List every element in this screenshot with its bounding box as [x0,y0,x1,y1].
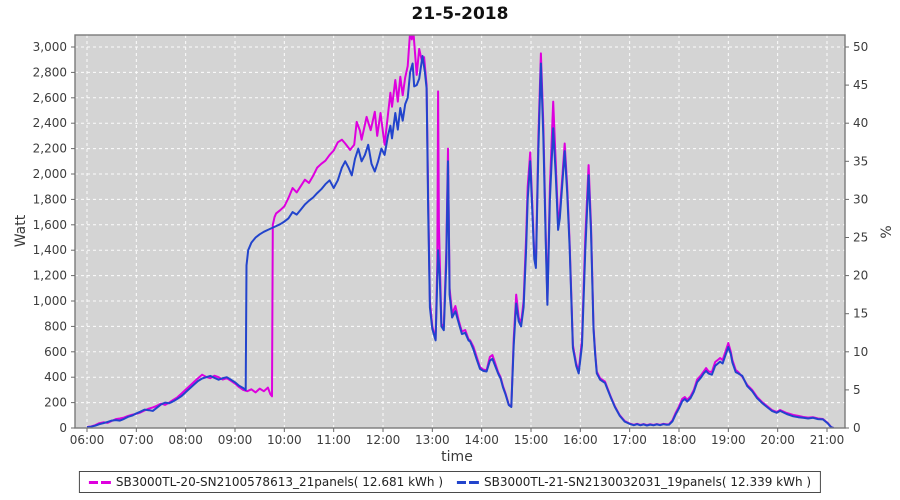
axis-ticks [71,46,849,432]
svg-text:1,200: 1,200 [33,269,67,283]
chart-title: 21-5-2018 [411,4,509,24]
svg-text:09:00: 09:00 [218,433,253,447]
svg-text:20:00: 20:00 [760,433,795,447]
series-line-1 [86,55,834,428]
svg-text:2,200: 2,200 [33,142,67,156]
svg-text:18:00: 18:00 [662,433,697,447]
plot-background [75,35,845,428]
svg-text:2,800: 2,800 [33,65,67,79]
svg-text:16:00: 16:00 [563,433,598,447]
svg-text:15:00: 15:00 [514,433,549,447]
svg-text:3,000: 3,000 [33,40,67,54]
legend-label-inverter-21: SB3000TL-21-SN2130032031_19panels( 12.33… [484,475,812,489]
series-swatch-blue [457,480,479,484]
svg-text:50: 50 [853,40,868,54]
svg-text:08:00: 08:00 [168,433,203,447]
svg-text:06:00: 06:00 [70,433,105,447]
svg-text:1,000: 1,000 [33,294,67,308]
gridlines [75,35,845,428]
svg-text:800: 800 [44,319,67,333]
series-swatch-magenta [88,480,111,484]
legend-label-inverter-20: SB3000TL-20-SN2100578613_21panels( 12.68… [115,475,443,489]
svg-text:1,600: 1,600 [33,218,67,232]
svg-text:40: 40 [853,116,868,130]
svg-text:15: 15 [853,307,868,321]
legend-item-inverter-20: SB3000TL-20-SN2100578613_21panels( 12.68… [88,475,443,489]
svg-text:600: 600 [44,345,67,359]
svg-text:1,800: 1,800 [33,192,67,206]
svg-text:12:00: 12:00 [366,433,401,447]
svg-text:1,400: 1,400 [33,243,67,257]
svg-text:0: 0 [853,421,861,435]
svg-text:2,400: 2,400 [33,116,67,130]
svg-text:400: 400 [44,370,67,384]
svg-text:20: 20 [853,269,868,283]
x-axis-label-time: time [441,449,473,465]
svg-text:45: 45 [853,78,868,92]
svg-text:10: 10 [853,345,868,359]
svg-text:2,600: 2,600 [33,91,67,105]
svg-text:19:00: 19:00 [711,433,746,447]
svg-text:2,000: 2,000 [33,167,67,181]
svg-text:10:00: 10:00 [267,433,302,447]
svg-text:13:00: 13:00 [415,433,450,447]
svg-text:14:00: 14:00 [464,433,499,447]
legend: SB3000TL-20-SN2100578613_21panels( 12.68… [78,471,822,493]
svg-text:07:00: 07:00 [119,433,154,447]
y-axis-label-watt: Watt [13,214,29,248]
legend-item-inverter-21: SB3000TL-21-SN2130032031_19panels( 12.33… [457,475,811,489]
plot-border [74,34,846,429]
svg-text:0: 0 [59,421,67,435]
svg-text:17:00: 17:00 [612,433,647,447]
svg-text:30: 30 [853,192,868,206]
svg-text:5: 5 [853,383,861,397]
y-axis-label-percent: % [879,225,895,239]
svg-text:11:00: 11:00 [316,433,351,447]
tick-labels: 06:00 07:00 08:00 09:00 10:00 11:00 12:00 13:00… [33,40,869,447]
svg-text:200: 200 [44,396,67,410]
svg-text:35: 35 [853,154,868,168]
svg-text:21:00: 21:00 [810,433,845,447]
svg-text:25: 25 [853,231,868,245]
